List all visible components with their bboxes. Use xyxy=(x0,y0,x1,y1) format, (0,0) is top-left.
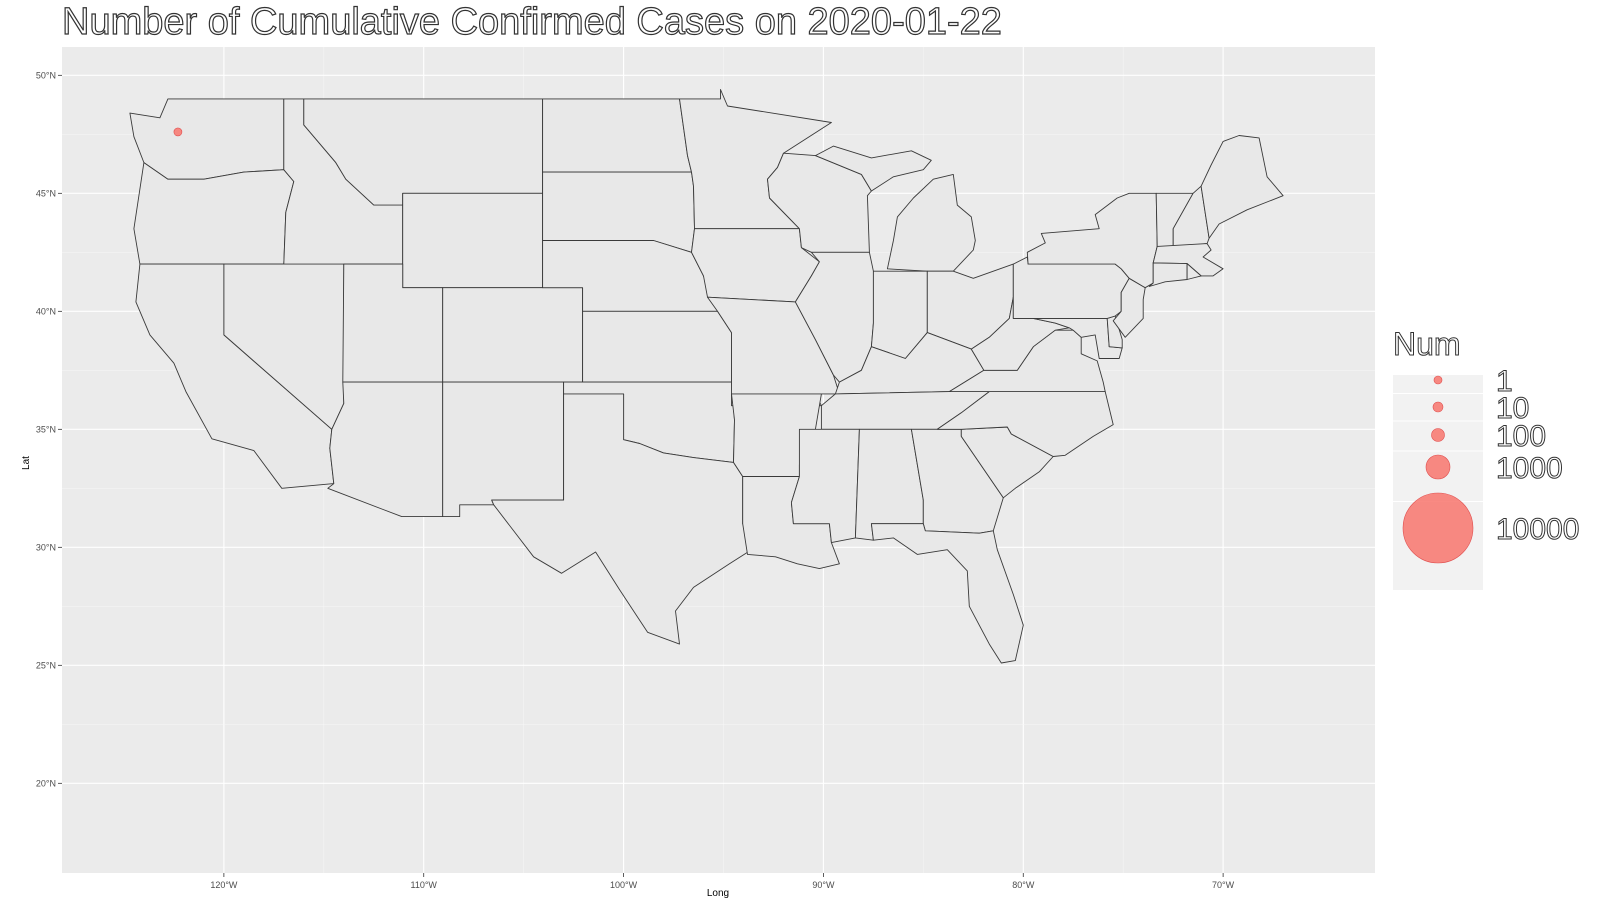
y-tick-label: 30°N xyxy=(36,542,56,552)
case-points xyxy=(173,127,183,137)
state-ri xyxy=(1186,263,1202,280)
us-states xyxy=(129,89,1284,664)
state-ms xyxy=(790,428,860,544)
y-tick-label: 45°N xyxy=(36,188,56,198)
x-tick-label: 110°W xyxy=(410,880,437,890)
legend-label: 10 xyxy=(1496,392,1529,425)
y-tick-label: 25°N xyxy=(36,660,56,670)
state-fl xyxy=(870,523,1024,664)
y-axis-title: Lat xyxy=(21,456,32,470)
legend-label: 100 xyxy=(1496,420,1546,453)
legend-key-circle xyxy=(1433,375,1443,385)
legend-key-circle xyxy=(1402,492,1474,564)
x-tick-label: 90°W xyxy=(812,880,835,890)
x-axis-title: Long xyxy=(707,888,729,899)
y-tick-label: 35°N xyxy=(36,424,56,434)
x-tick-label: 120°W xyxy=(210,880,238,890)
legend-label: 1 xyxy=(1496,365,1513,398)
legend-title: Num xyxy=(1393,326,1462,363)
state-ks xyxy=(582,310,732,383)
legend-label: 10000 xyxy=(1496,513,1579,546)
legend-key-circle xyxy=(1425,454,1451,480)
y-tick-label: 50°N xyxy=(36,70,56,80)
x-tick-label: 100°W xyxy=(610,880,638,890)
case-point xyxy=(173,127,183,137)
state-nc xyxy=(936,391,1114,457)
state-miu xyxy=(814,145,932,192)
state-me xyxy=(1200,135,1284,239)
y-tick-label: 40°N xyxy=(36,306,56,316)
chart-title: Number of Cumulative Confirmed Cases on … xyxy=(61,0,1002,43)
state-nd xyxy=(542,98,692,173)
state-wy xyxy=(402,192,544,289)
y-axis-ticks: 20°N 25°N 30°N 35°N 40°N 45°N 50°N xyxy=(36,70,62,788)
x-axis-ticks: 120°W 110°W 100°W 90°W 80°W 70°W xyxy=(210,873,1235,890)
state-co xyxy=(442,287,584,383)
x-tick-label: 70°W xyxy=(1212,880,1235,890)
legend-label: 1000 xyxy=(1496,452,1563,485)
legend-key-circle xyxy=(1432,401,1444,413)
legend-key-circle xyxy=(1431,428,1445,442)
state-nm xyxy=(442,381,565,518)
state-or xyxy=(133,162,295,265)
state-pa xyxy=(1012,256,1130,319)
x-tick-label: 80°W xyxy=(1012,880,1035,890)
y-tick-label: 20°N xyxy=(36,778,56,788)
state-tx xyxy=(491,393,752,645)
